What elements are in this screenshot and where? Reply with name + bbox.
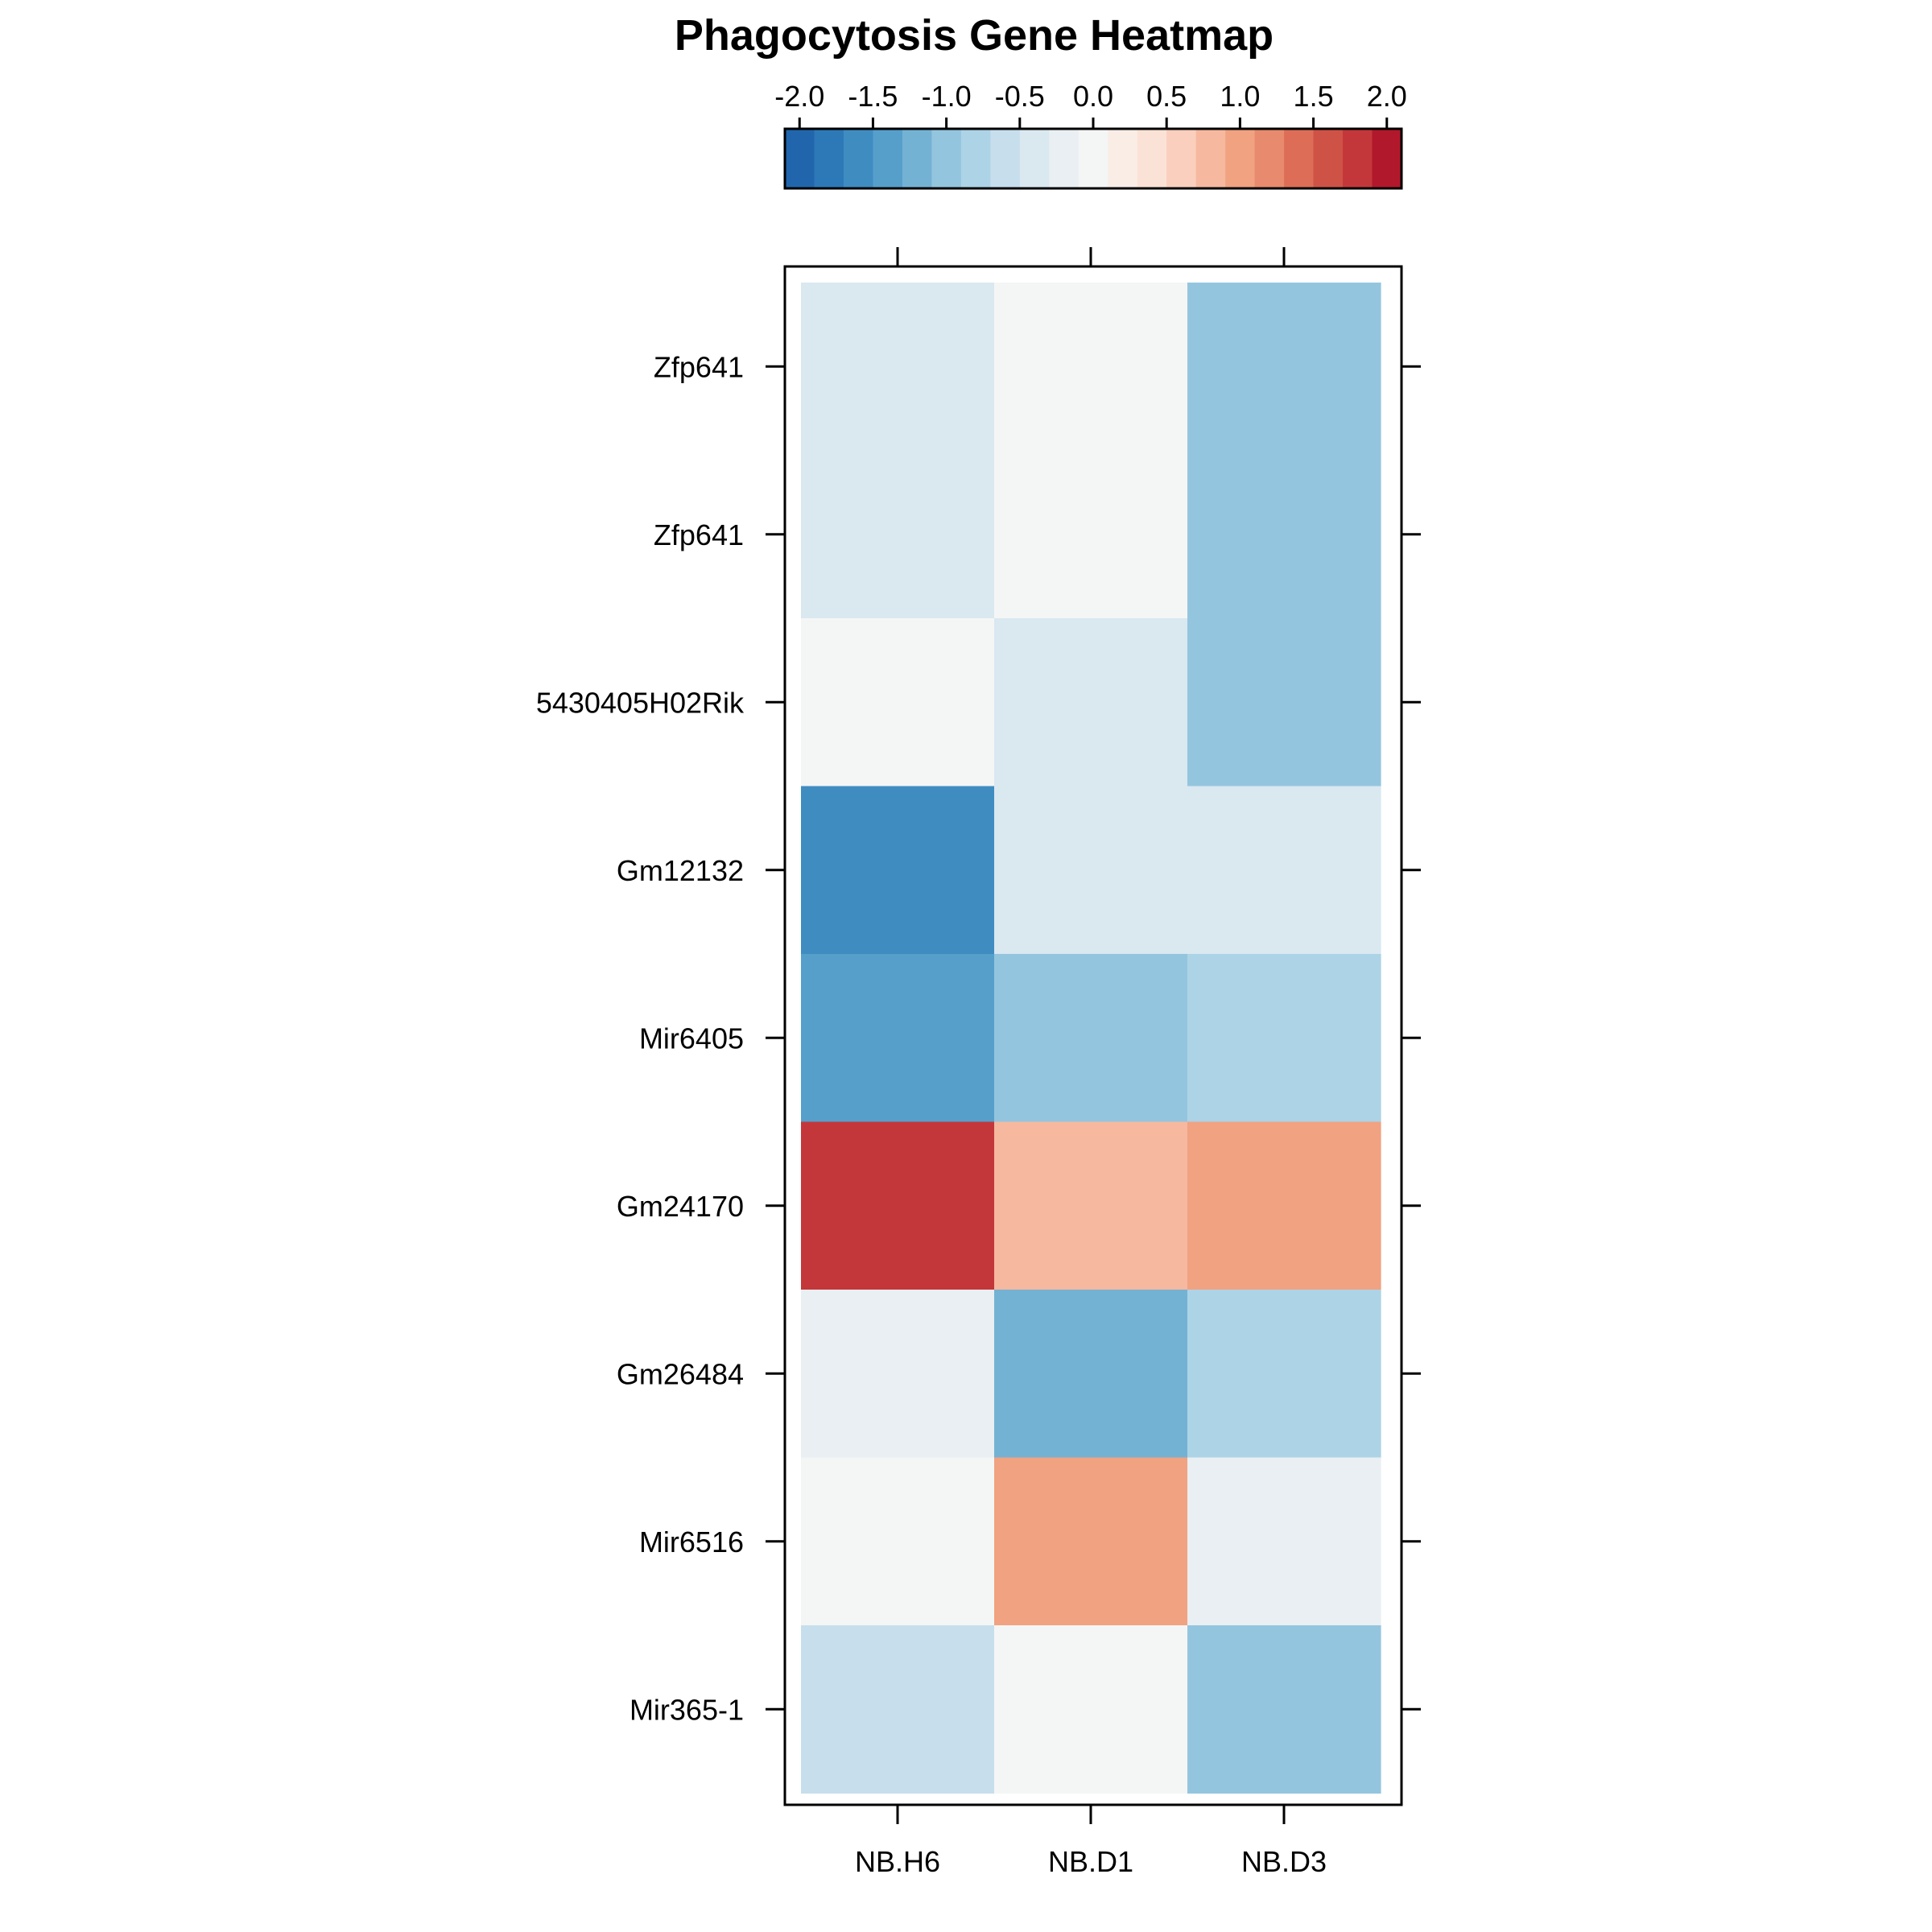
colorbar-swatch [990, 129, 1021, 188]
heatmap-cell [994, 618, 1188, 787]
colorbar-swatch [1019, 129, 1050, 188]
heatmap-cell [801, 618, 995, 787]
colorbar-tick-label: 0.5 [1146, 80, 1187, 113]
heatmap-cell [1187, 283, 1381, 452]
colorbar: -2.0 -1.5 -1.0 -0.5 0.0 0.5 1.0 1.5 2.0 [774, 80, 1407, 190]
y-tick-label: Mir6516 [639, 1525, 744, 1558]
heatmap-cell [1187, 1457, 1381, 1626]
heatmap-cell [801, 786, 995, 955]
heatmap-cell [994, 954, 1188, 1123]
heatmap-cell [994, 1457, 1188, 1626]
heatmap-cell [1187, 786, 1381, 955]
colorbar-swatch [1284, 129, 1315, 188]
y-tick-label: Zfp641 [654, 518, 744, 551]
heatmap-cell [1187, 1290, 1381, 1459]
colorbar-tick-label: 1.5 [1294, 80, 1334, 113]
colorbar-swatch [1225, 129, 1256, 188]
colorbar-swatch [1108, 129, 1138, 188]
colorbar-swatch [931, 129, 962, 188]
heatmap-cell [801, 1625, 995, 1794]
colorbar-swatch [785, 129, 815, 188]
colorbar-swatch [1313, 129, 1344, 188]
heatmap-cell [994, 1625, 1188, 1794]
colorbar-swatch [1137, 129, 1167, 188]
y-tick-label: Mir365-1 [630, 1693, 744, 1726]
colorbar-tick-label: 2.0 [1367, 80, 1407, 113]
colorbar-swatch [1195, 129, 1226, 188]
heatmap-cell [801, 954, 995, 1123]
colorbar-swatch [1078, 129, 1108, 188]
colorbar-swatch [902, 129, 932, 188]
x-tick-label: NB.D1 [1048, 1845, 1133, 1878]
colorbar-swatch [1343, 129, 1373, 188]
colorbar-swatch [814, 129, 844, 188]
colorbar-swatch [1049, 129, 1080, 188]
heatmap-cell [801, 1457, 995, 1626]
axes: NB.H6 NB.D1 NB.D3 Zfp641 Zfp641 5430405H02Rik… [536, 247, 1421, 1878]
heatmap-cells [801, 283, 1381, 1794]
colorbar-swatch [1254, 129, 1285, 188]
colorbar-swatch [1166, 129, 1197, 188]
heatmap-cell [1187, 618, 1381, 787]
x-tick-label: NB.H6 [855, 1845, 940, 1878]
colorbar-tick-label: -0.5 [995, 80, 1045, 113]
colorbar-tick-label: -2.0 [774, 80, 824, 113]
y-tick-label: Gm24170 [617, 1190, 744, 1223]
heatmap-cell [801, 1121, 995, 1290]
y-tick-label: Gm26484 [617, 1357, 744, 1390]
heatmap-cell [801, 1290, 995, 1459]
y-tick-label: Mir6405 [639, 1022, 744, 1055]
chart-title: Phagocytosis Gene Heatmap [675, 11, 1274, 60]
colorbar-swatch [1372, 129, 1402, 188]
plot-frame [783, 265, 1403, 1806]
colorbar-tick-label: 0.0 [1073, 80, 1113, 113]
heatmap-cell [994, 450, 1188, 619]
heatmap-cell [994, 786, 1188, 955]
colorbar-swatch [873, 129, 903, 188]
heatmap-cell [1187, 450, 1381, 619]
colorbar-tick-label: 1.0 [1220, 80, 1260, 113]
colorbar-swatch [843, 129, 874, 188]
heatmap-cell [994, 1121, 1188, 1290]
heatmap-cell [801, 450, 995, 619]
heatmap-cell [1187, 1121, 1381, 1290]
heatmap-cell [994, 1290, 1188, 1459]
heatmap-cell [1187, 1625, 1381, 1794]
heatmap-cell [994, 283, 1188, 452]
colorbar-tick-label: -1.5 [848, 80, 898, 113]
x-tick-label: NB.D3 [1241, 1845, 1327, 1878]
colorbar-swatch [960, 129, 991, 188]
heatmap-cell [801, 283, 995, 452]
colorbar-tick-label: -1.0 [922, 80, 972, 113]
y-tick-label: 5430405H02Rik [536, 686, 745, 719]
y-tick-label: Gm12132 [617, 854, 744, 887]
heatmap-cell [1187, 954, 1381, 1123]
y-tick-label: Zfp641 [654, 350, 744, 383]
